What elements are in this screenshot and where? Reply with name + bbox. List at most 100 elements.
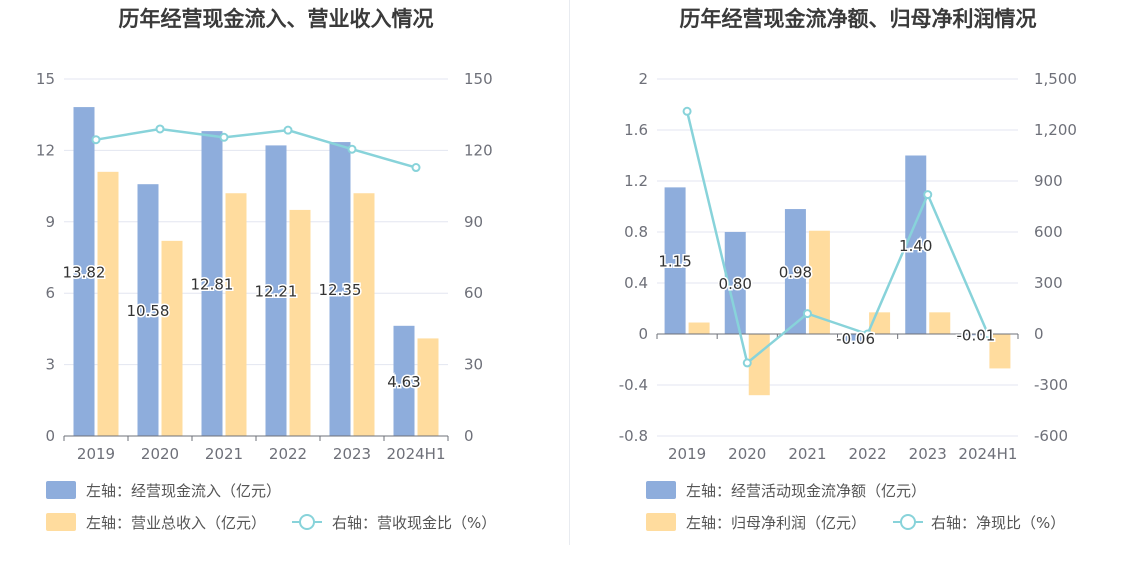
legend-label-revenue: 左轴：营业总收入（亿元） xyxy=(86,514,266,532)
right-right-tick-label: 0 xyxy=(1034,325,1044,343)
right-data-label: -0.01 xyxy=(957,327,996,345)
legend-label-cash-revenue-ratio: 右轴：营收现金比（%） xyxy=(332,514,496,532)
right-bar-series2 xyxy=(688,322,710,334)
left-right-tick-label: 60 xyxy=(464,284,483,302)
legend-label-net-cash-flow: 左轴：经营活动现金流净额（亿元） xyxy=(686,482,926,500)
left-data-label: 4.63 xyxy=(387,373,420,391)
legend-item-cash-revenue-ratio[interactable]: 右轴：营收现金比（%） xyxy=(292,514,496,532)
legend-swatch-revenue xyxy=(46,513,76,531)
legend-label-cash-inflow: 左轴：经营现金流入（亿元） xyxy=(86,482,281,500)
legend-item-net-cash-flow[interactable]: 左轴：经营活动现金流净额（亿元） xyxy=(646,481,926,500)
left-line-point xyxy=(411,163,421,173)
right-category-label: 2019 xyxy=(668,445,706,463)
right-line-point xyxy=(983,329,993,339)
right-bar-series1 xyxy=(664,187,686,334)
left-right-tick-label: 150 xyxy=(464,70,493,88)
left-bar-series2 xyxy=(417,338,439,436)
right-bar-series1 xyxy=(845,334,867,342)
left-bar-series1 xyxy=(201,131,223,436)
right-data-label: 0.80 xyxy=(719,275,752,293)
right-category-label: 2021 xyxy=(788,445,826,463)
right-right-tick-label: 900 xyxy=(1034,172,1063,190)
legend-item-revenue[interactable]: 左轴：营业总收入（亿元） xyxy=(46,513,266,532)
left-line-point xyxy=(155,124,165,134)
left-left-tick-label: 12 xyxy=(36,141,55,159)
right-line-point xyxy=(923,190,933,200)
left-bar-series1 xyxy=(137,184,159,436)
left-left-tick-label: 0 xyxy=(45,427,55,445)
right-right-tick-label: 600 xyxy=(1034,223,1063,241)
legend-label-net-cash-ratio: 右轴：净现比（%） xyxy=(931,514,1065,532)
left-right-tick-label: 90 xyxy=(464,213,483,231)
right-category-label: 2024H1 xyxy=(958,445,1017,463)
right-chart: 历年经营现金流净额、归母净利润情况 -0.8 -0.4 0 0.4 0.8 1.2 1.6 2… xyxy=(619,7,1077,532)
left-right-tick-label: 30 xyxy=(464,356,483,374)
left-category-label: 2022 xyxy=(269,445,307,463)
left-data-label: 13.82 xyxy=(63,264,106,282)
right-left-tick-label: -0.8 xyxy=(619,427,648,445)
right-right-tick-label: -600 xyxy=(1034,427,1068,445)
left-line-point xyxy=(283,125,293,135)
left-line-point xyxy=(219,132,229,142)
right-right-tick-label: -300 xyxy=(1034,376,1068,394)
left-category-label: 2019 xyxy=(77,445,115,463)
left-right-tick-label: 0 xyxy=(464,427,474,445)
legend-marker-net-cash-ratio xyxy=(900,514,916,530)
left-bar-series1 xyxy=(73,107,95,437)
right-left-tick-label: 2 xyxy=(638,70,648,88)
right-data-label: 0.98 xyxy=(779,264,812,282)
right-left-tick-label: 1.2 xyxy=(624,172,648,190)
right-data-label: -0.06 xyxy=(836,330,875,348)
left-line-point xyxy=(91,135,101,145)
right-bar-series2 xyxy=(748,334,770,396)
right-data-label: 1.15 xyxy=(658,253,691,271)
left-line-point xyxy=(347,144,357,154)
right-line-point xyxy=(863,329,873,339)
legend-swatch-net-profit xyxy=(646,513,676,531)
legend-item-cash-inflow[interactable]: 左轴：经营现金流入（亿元） xyxy=(46,481,281,500)
right-line-point xyxy=(682,106,692,116)
right-bar-series2 xyxy=(929,312,951,334)
left-bar-series2 xyxy=(161,240,183,436)
right-plot-area: -0.8 -0.4 0 0.4 0.8 1.2 1.6 2 -600 -300 0 300 600 900… xyxy=(619,70,1077,463)
right-left-tick-label: -0.4 xyxy=(619,376,648,394)
right-bar-series1 xyxy=(784,209,806,334)
left-left-tick-label: 3 xyxy=(45,356,55,374)
legend-item-net-profit[interactable]: 左轴：归母净利润（亿元） xyxy=(646,513,866,532)
right-left-tick-label: 0.8 xyxy=(624,223,648,241)
left-bar-series1 xyxy=(329,142,351,436)
left-bar-series2 xyxy=(353,193,375,436)
left-chart: 历年经营现金流入、营业收入情况 036912150306090120150201… xyxy=(36,7,496,532)
left-line-series xyxy=(95,127,417,169)
right-right-tick-label: 1,200 xyxy=(1034,121,1077,139)
right-chart-title: 历年经营现金流净额、归母净利润情况 xyxy=(680,7,1037,31)
legend-item-net-cash-ratio[interactable]: 右轴：净现比（%） xyxy=(893,514,1065,532)
right-right-tick-label: 300 xyxy=(1034,274,1063,292)
legend-swatch-net-cash-flow xyxy=(646,481,676,499)
left-legend: 左轴：经营现金流入（亿元） 左轴：营业总收入（亿元） 右轴：营收现金比（%） xyxy=(46,481,496,532)
right-bar-series2 xyxy=(989,334,1011,369)
left-bar-series1 xyxy=(265,145,287,437)
left-category-label: 2021 xyxy=(205,445,243,463)
right-bar-series1 xyxy=(905,155,927,334)
right-chart-panel: 历年经营现金流净额、归母净利润情况 -0.8 -0.4 0 0.4 0.8 1.2 1.6 2… xyxy=(567,0,1134,582)
panel-divider xyxy=(569,0,570,545)
right-left-tick-label: 0 xyxy=(638,325,648,343)
right-data-label: 1.40 xyxy=(899,237,932,255)
right-category-label: 2022 xyxy=(848,445,886,463)
right-bar-series1 xyxy=(724,232,746,334)
right-left-tick-label: 1.6 xyxy=(624,121,648,139)
left-left-tick-label: 15 xyxy=(36,70,55,88)
left-bar-series2 xyxy=(225,193,247,436)
legend-marker-cash-revenue-ratio xyxy=(299,514,315,530)
left-category-label: 2023 xyxy=(333,445,371,463)
left-bar-series2 xyxy=(97,171,119,436)
left-bar-series1 xyxy=(393,325,415,436)
left-data-label: 12.81 xyxy=(191,276,234,294)
right-legend: 左轴：经营活动现金流净额（亿元） 左轴：归母净利润（亿元） 右轴：净现比（%） xyxy=(646,481,1065,532)
left-data-label: 10.58 xyxy=(127,302,170,320)
legend-swatch-cash-inflow xyxy=(46,481,76,499)
left-data-label: 12.35 xyxy=(319,281,362,299)
right-right-tick-label: 1,500 xyxy=(1034,70,1077,88)
